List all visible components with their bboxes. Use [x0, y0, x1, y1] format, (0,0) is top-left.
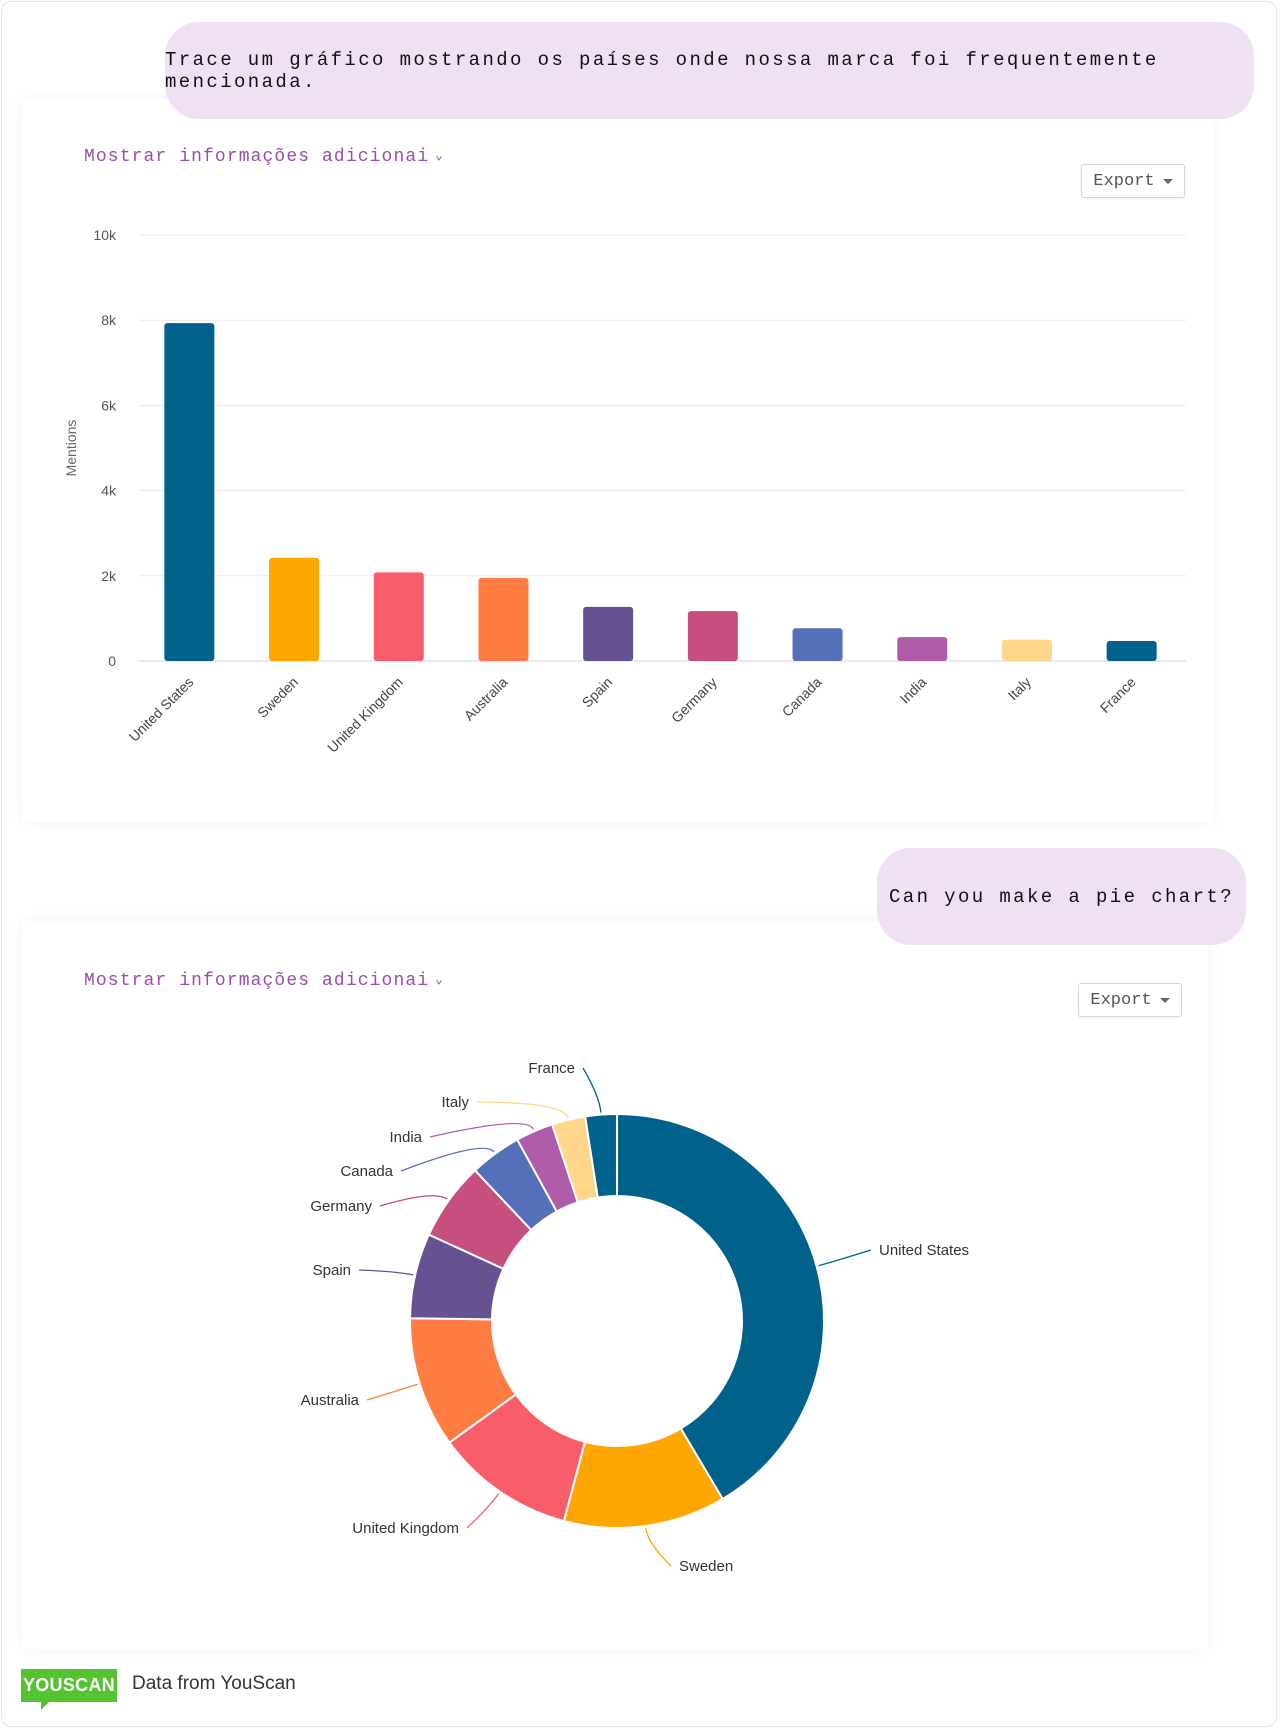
- y-axis-label: Mentions: [63, 420, 79, 477]
- slice-label-france: France: [528, 1060, 575, 1077]
- export-label: Export: [1093, 171, 1155, 191]
- y-tick-label: 6k: [101, 397, 117, 413]
- y-tick-label: 0: [108, 653, 116, 669]
- show-more-info-toggle[interactable]: Mostrar informações adicionai ⌄: [84, 147, 444, 167]
- user-message-text: Trace um gráfico mostrando os países ond…: [165, 48, 1159, 93]
- chevron-down-icon: ⌄: [435, 148, 445, 163]
- slice-label-italy: Italy: [441, 1094, 469, 1111]
- bar-united-states: [164, 323, 215, 661]
- slice-label-united-kingdom: United Kingdom: [352, 1520, 459, 1537]
- youscan-logo: YOUSCAN: [21, 1669, 117, 1710]
- slice-label-canada: Canada: [340, 1163, 393, 1180]
- connector-united-kingdom: [466, 1492, 500, 1529]
- bar-spain: [583, 606, 634, 661]
- slice-label-united-states: United States: [879, 1242, 969, 1259]
- export-button[interactable]: Export: [1078, 983, 1182, 1017]
- connector-india: [429, 1122, 535, 1138]
- slice-label-germany: Germany: [310, 1198, 372, 1215]
- user-message-bubble: Can you make a pie chart?: [877, 848, 1246, 945]
- show-more-label: Mostrar informações adicionai: [84, 971, 430, 991]
- data-source-text: Data from YouScan: [132, 1673, 296, 1694]
- chevron-down-icon: ⌄: [435, 972, 445, 987]
- logo-text: YOUSCAN: [22, 1675, 116, 1695]
- y-tick-label: 8k: [101, 312, 117, 328]
- y-tick-label: 10k: [93, 227, 117, 243]
- caret-down-icon: [1162, 178, 1173, 184]
- y-tick-label: 2k: [101, 568, 117, 584]
- connector-united-states: [818, 1249, 872, 1267]
- connector-italy: [476, 1101, 569, 1119]
- bar-germany: [687, 611, 738, 661]
- bar-sweden: [269, 557, 320, 661]
- user-message-bubble: Trace um gráfico mostrando os países ond…: [165, 22, 1254, 119]
- caret-down-icon: [1159, 997, 1170, 1003]
- connector-sweden: [645, 1527, 672, 1567]
- slice-label-spain: Spain: [313, 1262, 351, 1279]
- bar-united-kingdom: [373, 572, 424, 661]
- connector-germany: [379, 1195, 448, 1207]
- bar-italy: [1001, 639, 1052, 661]
- show-more-label: Mostrar informações adicionai: [84, 147, 430, 167]
- export-label: Export: [1090, 990, 1152, 1010]
- show-more-info-toggle[interactable]: Mostrar informações adicionai ⌄: [84, 971, 444, 991]
- slice-france: [584, 1112, 618, 1199]
- bar-india: [897, 637, 948, 661]
- bar-france: [1106, 640, 1157, 661]
- bar-canada: [792, 628, 843, 661]
- slice-label-sweden: Sweden: [679, 1558, 733, 1575]
- slice-united-states: [616, 1112, 825, 1501]
- connector-canada: [400, 1147, 495, 1172]
- y-tick-label: 4k: [101, 483, 117, 499]
- connector-australia: [366, 1383, 418, 1401]
- connector-spain: [358, 1269, 414, 1276]
- bar-australia: [478, 577, 529, 661]
- user-message-text: Can you make a pie chart?: [888, 885, 1235, 908]
- export-button[interactable]: Export: [1081, 164, 1185, 198]
- connector-france: [582, 1067, 602, 1113]
- slice-label-india: India: [389, 1129, 422, 1146]
- slice-label-australia: Australia: [301, 1392, 360, 1409]
- bar-chart-card: Mostrar informações adicionai ⌄ Export: [22, 99, 1213, 822]
